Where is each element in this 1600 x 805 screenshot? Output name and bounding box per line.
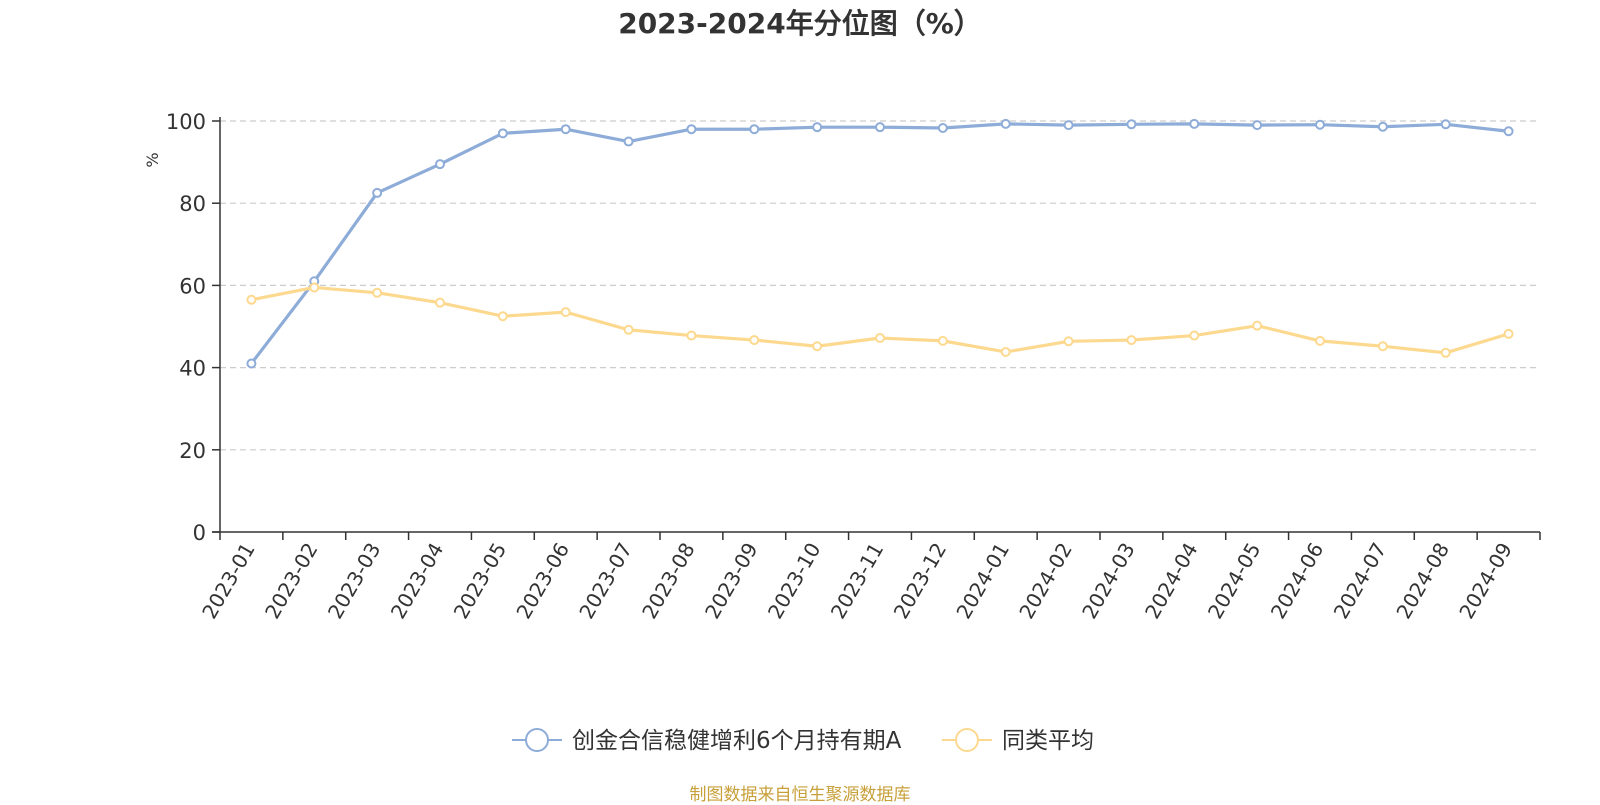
y-tick-label: 40 [179,357,206,381]
data-point[interactable] [1189,118,1200,129]
data-point[interactable] [560,124,571,135]
x-tick-label: 2024-02 [1014,539,1077,623]
data-point[interactable] [246,294,257,305]
series-2 [246,282,1514,358]
data-point[interactable] [1315,335,1325,346]
data-point[interactable] [749,124,760,135]
x-tick-label: 2023-05 [449,539,512,623]
legend-item-2[interactable]: 同类平均 [942,728,1094,754]
legend-circle-icon [955,728,979,752]
data-point[interactable] [1063,336,1074,347]
data-point[interactable] [497,311,508,322]
data-point[interactable] [1315,119,1325,130]
data-point[interactable] [1440,347,1451,358]
data-point[interactable] [1126,119,1137,130]
data-point[interactable] [812,341,823,352]
x-tick-label: 2023-02 [260,539,323,623]
data-point[interactable] [1252,120,1263,131]
data-point[interactable] [1377,341,1388,352]
data-point[interactable] [560,307,571,318]
data-point[interactable] [1377,121,1388,132]
data-point[interactable] [1189,330,1200,341]
legend-label: 同类平均 [1002,728,1094,754]
data-point[interactable] [435,297,445,308]
x-tick-label: 2024-03 [1077,539,1140,623]
data-point[interactable] [1252,320,1263,331]
legend[interactable]: 创金合信稳健增利6个月持有期A 同类平均 [512,728,1094,754]
data-point[interactable] [812,122,823,133]
x-tick-label: 2023-11 [826,539,889,623]
data-point[interactable] [623,136,634,147]
legend-item-1[interactable]: 创金合信稳健增利6个月持有期A [512,728,902,754]
x-tick-label: 2024-07 [1329,539,1392,623]
y-tick-label: 20 [179,439,206,463]
x-tick-label: 2023-08 [637,539,700,623]
x-tick-label: 2023-07 [574,539,637,623]
data-point[interactable] [246,358,257,369]
x-tick-label: 2024-05 [1203,539,1266,623]
data-point[interactable] [435,159,445,170]
data-point[interactable] [372,287,383,298]
y-tick-label: 0 [193,521,206,545]
data-source-note: 制图数据来自恒生聚源数据库 [689,785,911,805]
grid-lines [220,120,1540,451]
data-point[interactable] [875,122,885,133]
y-tick-label: 60 [179,274,206,298]
x-tick-label: 2023-03 [323,539,386,623]
data-point[interactable] [372,187,383,198]
data-point[interactable] [937,335,948,346]
data-point[interactable] [1503,126,1514,137]
series-1 [246,118,1514,369]
x-tick-label: 2024-06 [1266,539,1329,623]
x-tick-label: 2024-01 [951,539,1014,623]
data-point[interactable] [937,122,948,133]
data-point[interactable] [1000,118,1011,129]
data-point[interactable] [497,128,508,139]
legend-label: 创金合信稳健增利6个月持有期A [572,728,902,754]
axes: 0 20 40 60 80 100 2023-01 2023-02 2023-03 2023-04… [166,110,1541,623]
y-axis-label: % [143,152,162,167]
x-tick-label: 2024-04 [1140,539,1203,623]
data-point[interactable] [686,330,697,341]
x-tick-label: 2023-01 [197,539,260,623]
data-point[interactable] [623,324,634,335]
x-tick-label: 2024-09 [1454,539,1517,623]
series-layer [246,118,1514,369]
data-point[interactable] [1126,335,1137,346]
data-point[interactable] [686,124,697,135]
x-tick-label: 2023-04 [386,539,449,623]
y-tick-label: 80 [179,192,206,216]
data-point[interactable] [1063,120,1074,131]
data-point[interactable] [1440,119,1451,130]
data-point[interactable] [309,282,320,293]
chart-title: 2023-2024年分位图（%） [618,7,982,40]
data-point[interactable] [1503,328,1514,339]
x-tick-label: 2024-08 [1391,539,1454,623]
data-point[interactable] [1000,346,1011,357]
x-tick-label: 2023-12 [889,539,952,623]
y-tick-label: 100 [166,110,206,134]
data-point[interactable] [749,335,760,346]
legend-circle-icon [525,728,549,752]
data-point[interactable] [875,333,885,344]
x-tick-label: 2023-09 [700,539,763,623]
x-tick-label: 2023-10 [763,539,826,623]
x-tick-label: 2023-06 [511,539,574,623]
